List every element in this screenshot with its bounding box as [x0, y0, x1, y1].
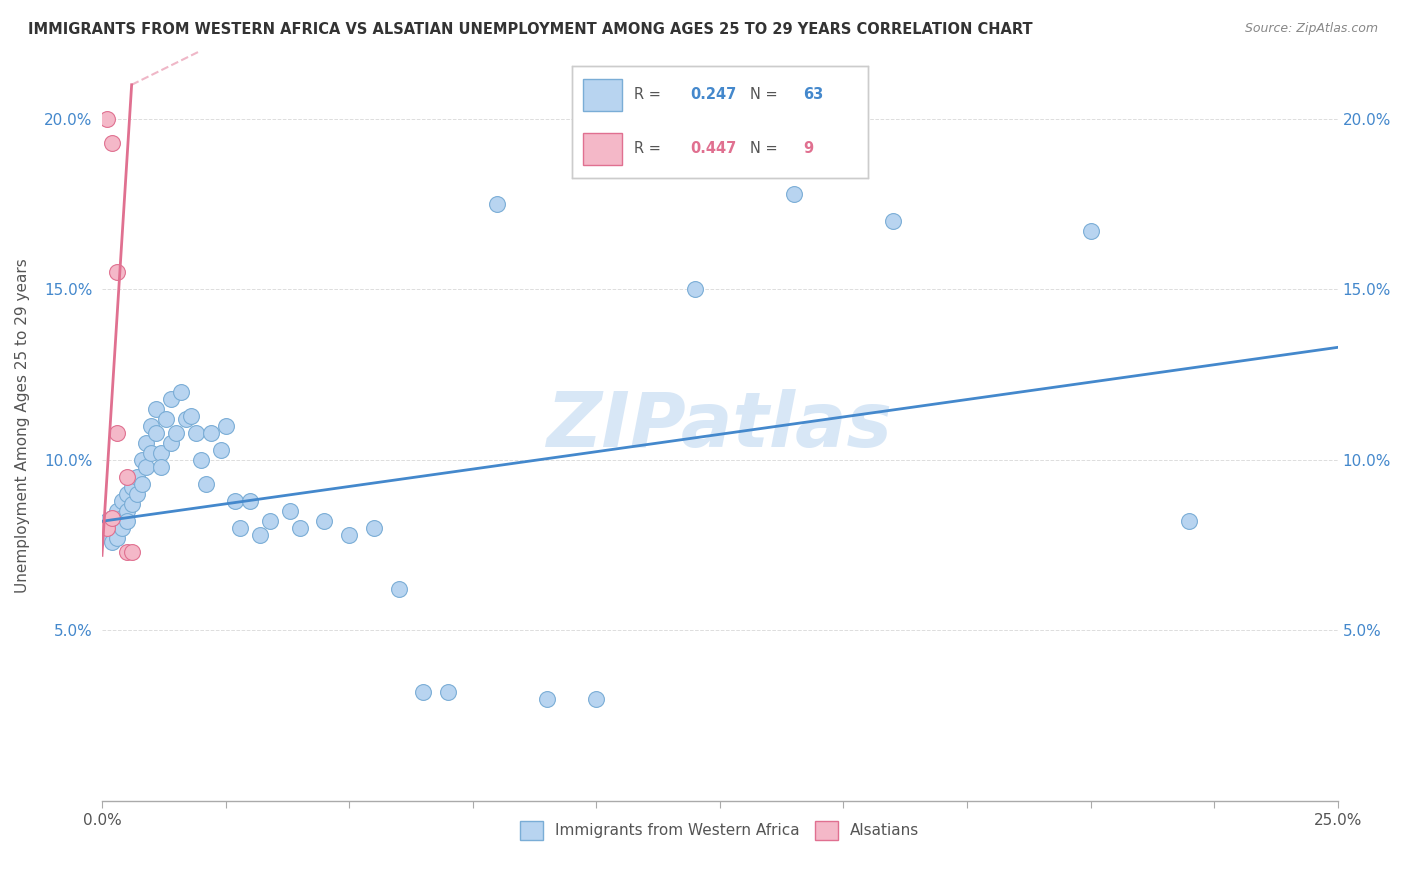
Point — [101, 521, 124, 535]
Point — [165, 425, 187, 440]
Point — [105, 514, 128, 528]
Point — [121, 545, 143, 559]
Point — [683, 282, 706, 296]
Point — [200, 425, 222, 440]
Point — [145, 401, 167, 416]
Point — [259, 514, 281, 528]
Point — [882, 214, 904, 228]
Point — [387, 582, 409, 597]
Point — [1178, 514, 1201, 528]
Point — [141, 446, 163, 460]
Point — [115, 470, 138, 484]
Point — [585, 691, 607, 706]
Point — [1080, 224, 1102, 238]
Point — [160, 435, 183, 450]
Point — [314, 514, 336, 528]
Point — [486, 197, 509, 211]
Point — [101, 511, 124, 525]
Point — [536, 691, 558, 706]
Text: IMMIGRANTS FROM WESTERN AFRICA VS ALSATIAN UNEMPLOYMENT AMONG AGES 25 TO 29 YEAR: IMMIGRANTS FROM WESTERN AFRICA VS ALSATI… — [28, 22, 1033, 37]
Point — [101, 136, 124, 150]
Point — [105, 531, 128, 545]
Point — [190, 453, 212, 467]
Point — [184, 425, 207, 440]
Point — [115, 487, 138, 501]
Point — [105, 504, 128, 518]
Point — [105, 524, 128, 539]
Point — [229, 521, 252, 535]
Point — [150, 446, 173, 460]
Point — [101, 511, 124, 525]
Point — [115, 504, 138, 518]
Point — [337, 528, 360, 542]
Point — [278, 504, 301, 518]
Point — [105, 265, 128, 279]
Point — [170, 384, 193, 399]
Point — [135, 459, 157, 474]
Point — [145, 425, 167, 440]
Point — [111, 511, 134, 525]
Y-axis label: Unemployment Among Ages 25 to 29 years: Unemployment Among Ages 25 to 29 years — [15, 259, 30, 593]
Point — [160, 392, 183, 406]
Point — [783, 186, 806, 201]
Point — [214, 418, 236, 433]
Point — [174, 412, 197, 426]
Point — [155, 412, 177, 426]
Point — [194, 476, 217, 491]
Point — [121, 497, 143, 511]
Point — [141, 418, 163, 433]
Point — [121, 480, 143, 494]
Point — [105, 425, 128, 440]
Point — [111, 493, 134, 508]
Point — [125, 487, 148, 501]
Point — [412, 685, 434, 699]
Point — [96, 112, 118, 126]
Point — [115, 545, 138, 559]
Point — [125, 470, 148, 484]
Point — [150, 459, 173, 474]
Point — [437, 685, 460, 699]
Point — [96, 528, 118, 542]
Point — [135, 435, 157, 450]
Point — [131, 453, 153, 467]
Text: Source: ZipAtlas.com: Source: ZipAtlas.com — [1244, 22, 1378, 36]
Legend: Immigrants from Western Africa, Alsatians: Immigrants from Western Africa, Alsatian… — [515, 815, 925, 846]
Point — [115, 514, 138, 528]
Point — [249, 528, 271, 542]
Point — [180, 409, 202, 423]
Point — [224, 493, 246, 508]
Point — [288, 521, 311, 535]
Point — [209, 442, 232, 457]
Point — [101, 534, 124, 549]
Text: ZIPatlas: ZIPatlas — [547, 389, 893, 463]
Point — [96, 521, 118, 535]
Point — [239, 493, 262, 508]
Point — [363, 521, 385, 535]
Point — [131, 476, 153, 491]
Point — [96, 514, 118, 528]
Point — [111, 521, 134, 535]
